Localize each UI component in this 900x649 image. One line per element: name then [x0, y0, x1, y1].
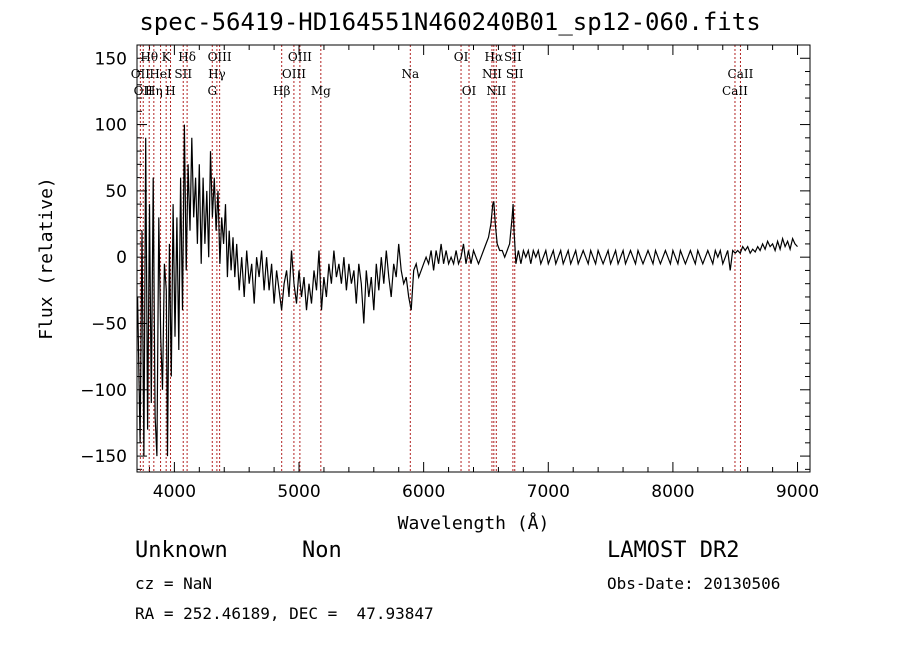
spectrum-line [137, 124, 798, 457]
line-label: K [162, 50, 172, 64]
x-tick-label: 5000 [277, 482, 320, 502]
line-label: Hγ [208, 67, 226, 81]
line-label: OI [462, 84, 477, 98]
x-tick-label: 7000 [527, 482, 570, 502]
axis-ticks [137, 44, 810, 472]
line-label: SII [504, 50, 522, 64]
line-label: NII [482, 67, 502, 81]
line-label: NII [486, 84, 506, 98]
line-label: Hη [145, 84, 163, 98]
tick-labels: 4000 5000 6000 7000 8000 9000 −150 −100 −50 0 50 10… [80, 49, 819, 502]
y-tick-label: −100 [80, 381, 127, 401]
line-label: HeI [149, 67, 172, 81]
line-label: G [207, 84, 217, 98]
line-label: OII [134, 84, 154, 98]
y-tick-label: −50 [91, 314, 127, 334]
obs-date-text: Obs-Date: 20130506 [607, 574, 781, 593]
line-label: CaII [722, 84, 748, 98]
x-tick-label: 8000 [651, 482, 694, 502]
plot-frame [136, 44, 811, 473]
line-label: CaII [728, 67, 754, 81]
line-label: SII [506, 67, 524, 81]
line-label: Na [401, 67, 419, 81]
line-label: OIII [282, 67, 306, 81]
chart-title: spec-56419-HD164551N460240B01_sp12-060.f… [139, 8, 761, 36]
line-label: H [165, 84, 175, 98]
spectrum-curve [137, 124, 798, 457]
y-tick-label: 150 [95, 49, 127, 69]
y-tick-label: 0 [116, 248, 127, 268]
line-label: Hα [485, 50, 504, 64]
line-label: OIII [288, 50, 312, 64]
x-tick-label: 4000 [153, 482, 196, 502]
y-tick-label: −150 [80, 447, 127, 467]
redshift-text: cz = NaN [135, 574, 213, 593]
y-tick-label: 50 [105, 182, 127, 202]
class-label: Unknown [135, 538, 228, 563]
y-axis-label: Flux (relative) [36, 177, 57, 340]
line-labels: OII OII Hθ Hη HeI K H SII Hδ G Hγ OIII Hβ OIII OIII Mg N… [131, 50, 754, 98]
line-label: Hβ [273, 84, 290, 98]
line-label: Mg [311, 84, 331, 98]
subclass-label: Non [302, 538, 342, 563]
x-tick-label: 6000 [402, 482, 445, 502]
line-label: Hθ [140, 50, 158, 64]
line-label: OIII [208, 50, 232, 64]
coordinates-text: RA = 252.46189, DEC = 47.93847 [135, 604, 434, 623]
line-label: OII [131, 67, 151, 81]
survey-label: LAMOST DR2 [607, 538, 740, 563]
x-tick-label: 9000 [776, 482, 819, 502]
y-tick-label: 100 [95, 116, 127, 136]
line-label: Hδ [178, 50, 196, 64]
line-label: OI [454, 50, 469, 64]
x-axis-label: Wavelength (Å) [398, 512, 550, 534]
line-label: SII [174, 67, 192, 81]
